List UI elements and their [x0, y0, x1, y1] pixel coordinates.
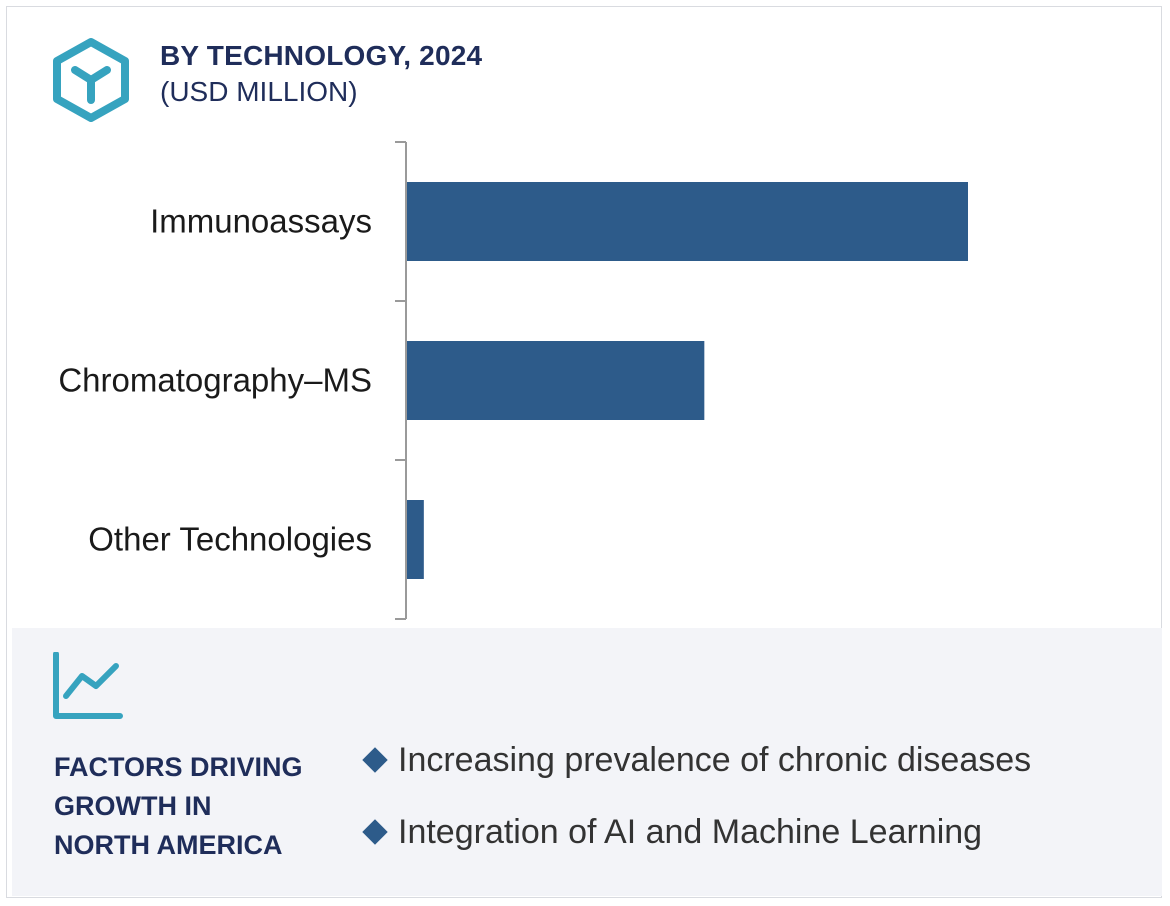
diamond-bullet-icon	[362, 819, 388, 845]
bar	[407, 341, 705, 420]
chart-title: BY TECHNOLOGY, 2024	[160, 40, 483, 71]
hexagon-y-logo-icon	[53, 38, 129, 122]
category-label: Chromatography–MS	[58, 362, 372, 399]
factors-heading-line: FACTORS DRIVING	[54, 752, 303, 782]
line-chart-trend-icon	[53, 652, 123, 719]
factor-item: Increasing prevalence of chronic disease…	[362, 724, 1031, 796]
factor-list: Increasing prevalence of chronic disease…	[362, 724, 1031, 868]
category-label: Immunoassays	[150, 203, 372, 240]
factor-text: Increasing prevalence of chronic disease…	[398, 740, 1032, 779]
factors-panel	[12, 628, 1162, 896]
factor-item: Integration of AI and Machine Learning	[362, 796, 1031, 868]
bar	[407, 182, 968, 261]
factors-heading: FACTORS DRIVING GROWTH IN NORTH AMERICA	[54, 748, 344, 865]
bar	[407, 500, 424, 579]
category-label: Other Technologies	[88, 521, 372, 558]
factor-text: Integration of AI and Machine Learning	[398, 812, 983, 851]
factors-heading-line: GROWTH IN	[54, 791, 212, 821]
bar-chart: Immunoassays Chromatography–MS Other Techn…	[58, 141, 968, 620]
diamond-bullet-icon	[362, 747, 388, 773]
chart-subtitle: (USD MILLION)	[160, 76, 358, 107]
factors-heading-line: NORTH AMERICA	[54, 830, 283, 860]
